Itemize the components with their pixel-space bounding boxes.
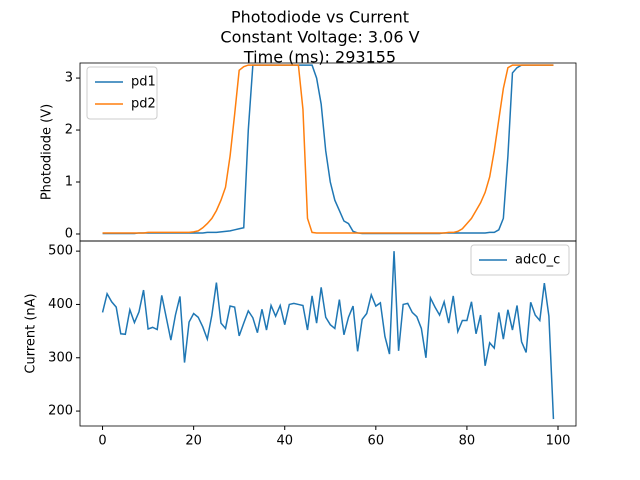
data-line [102,64,554,234]
title-line: Photodiode vs Current [231,8,409,27]
y-tick-label: 2 [65,123,73,138]
y-tick-label: 300 [48,350,73,365]
y-tick-label: 200 [48,404,73,419]
y-tick-label: 3 [65,71,73,86]
y-tick-label: 0 [65,226,73,241]
legend-label: adc0_c [515,253,560,268]
x-tick-label: 60 [368,434,385,449]
y-tick-label: 1 [65,175,73,190]
data-line [101,251,555,420]
legend-box [470,244,570,276]
y-axis-label: Photodiode (V) [40,104,55,200]
legend-box [86,66,158,120]
axes-frame [79,240,577,427]
x-tick-label: 80 [459,434,476,449]
y-tick-label: 400 [48,297,73,312]
title-line: Constant Voltage: 3.06 V [220,28,419,47]
y-tick-label: 500 [48,244,73,259]
x-tick-label: 20 [185,434,202,449]
legend: adc0_c [470,244,570,276]
legend-label: pd2 [131,97,156,112]
x-tick-label: 100 [546,434,571,449]
x-tick-label: 40 [276,434,293,449]
legend-label: pd1 [131,75,156,90]
title-line: Time (ms): 293155 [243,48,396,67]
x-tick-label: 0 [98,434,106,449]
y-axis-label: Current (nA) [24,293,39,373]
